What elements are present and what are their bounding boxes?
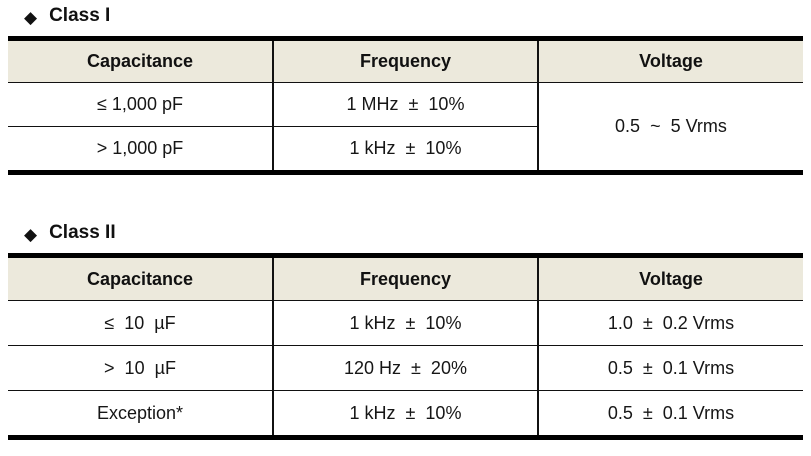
class1-row2-frequency: 1 kHz ± 10% [272, 126, 538, 173]
table-row: ≤ 10 µF 1 kHz ± 10% 1.0 ± 0.2 Vrms [8, 300, 803, 346]
class2-row2-voltage: 0.5 ± 0.1 Vrms [537, 345, 803, 391]
table-row: > 10 µF 120 Hz ± 20% 0.5 ± 0.1 Vrms [8, 345, 803, 391]
table-row: ≤ 1,000 pF 1 MHz ± 10% 0.5 ~ 5 Vrms [8, 82, 803, 173]
class2-header-voltage: Voltage [537, 255, 803, 301]
class2-header-capacitance: Capacitance [8, 255, 274, 301]
class2-row3-frequency: 1 kHz ± 10% [272, 390, 539, 438]
class2-header-frequency: Frequency [272, 255, 539, 301]
class2-row3-voltage: 0.5 ± 0.1 Vrms [537, 390, 803, 438]
class1-row1-capacitance: ≤ 1,000 pF [8, 82, 274, 127]
table-row: Exception* 1 kHz ± 10% 0.5 ± 0.1 Vrms [8, 390, 803, 438]
class2-title-text: Class II [49, 222, 116, 243]
class2-section-title: ◆ Class II [24, 175, 811, 244]
class1-header-frequency: Frequency [272, 38, 539, 83]
table-row: > 1,000 pF 1 kHz ± 10% [8, 126, 803, 173]
class2-row1-capacitance: ≤ 10 µF [8, 300, 274, 346]
class2-row1-frequency: 1 kHz ± 10% [272, 300, 539, 346]
class1-row2-capacitance: > 1,000 pF [8, 126, 274, 173]
class2-row2-frequency: 120 Hz ± 20% [272, 345, 539, 391]
class1-section-title: ◆ Class I [24, 0, 811, 27]
class2-header-row: Capacitance Frequency Voltage [8, 255, 803, 301]
class2-row3-capacitance: Exception* [8, 390, 274, 438]
class1-row1-frequency: 1 MHz ± 10% [272, 82, 539, 127]
class1-spec-table: Capacitance Frequency Voltage ≤ 1,000 pF… [8, 36, 803, 175]
class2-row2-capacitance: > 10 µF [8, 345, 274, 391]
class1-title-text: Class I [49, 5, 111, 26]
page: ◆ Class I Capacitance Frequency Voltage … [8, 0, 811, 440]
diamond-bullet-icon: ◆ [24, 7, 38, 27]
class1-header-row: Capacitance Frequency Voltage [8, 38, 803, 83]
class2-row1-voltage: 1.0 ± 0.2 Vrms [537, 300, 803, 346]
class1-voltage-merged-cell: 0.5 ~ 5 Vrms [537, 82, 803, 173]
class1-header-voltage: Voltage [537, 38, 803, 83]
diamond-bullet-icon: ◆ [24, 224, 38, 244]
class1-header-capacitance: Capacitance [8, 38, 274, 83]
class2-spec-table: Capacitance Frequency Voltage ≤ 10 µF 1 … [8, 253, 803, 440]
